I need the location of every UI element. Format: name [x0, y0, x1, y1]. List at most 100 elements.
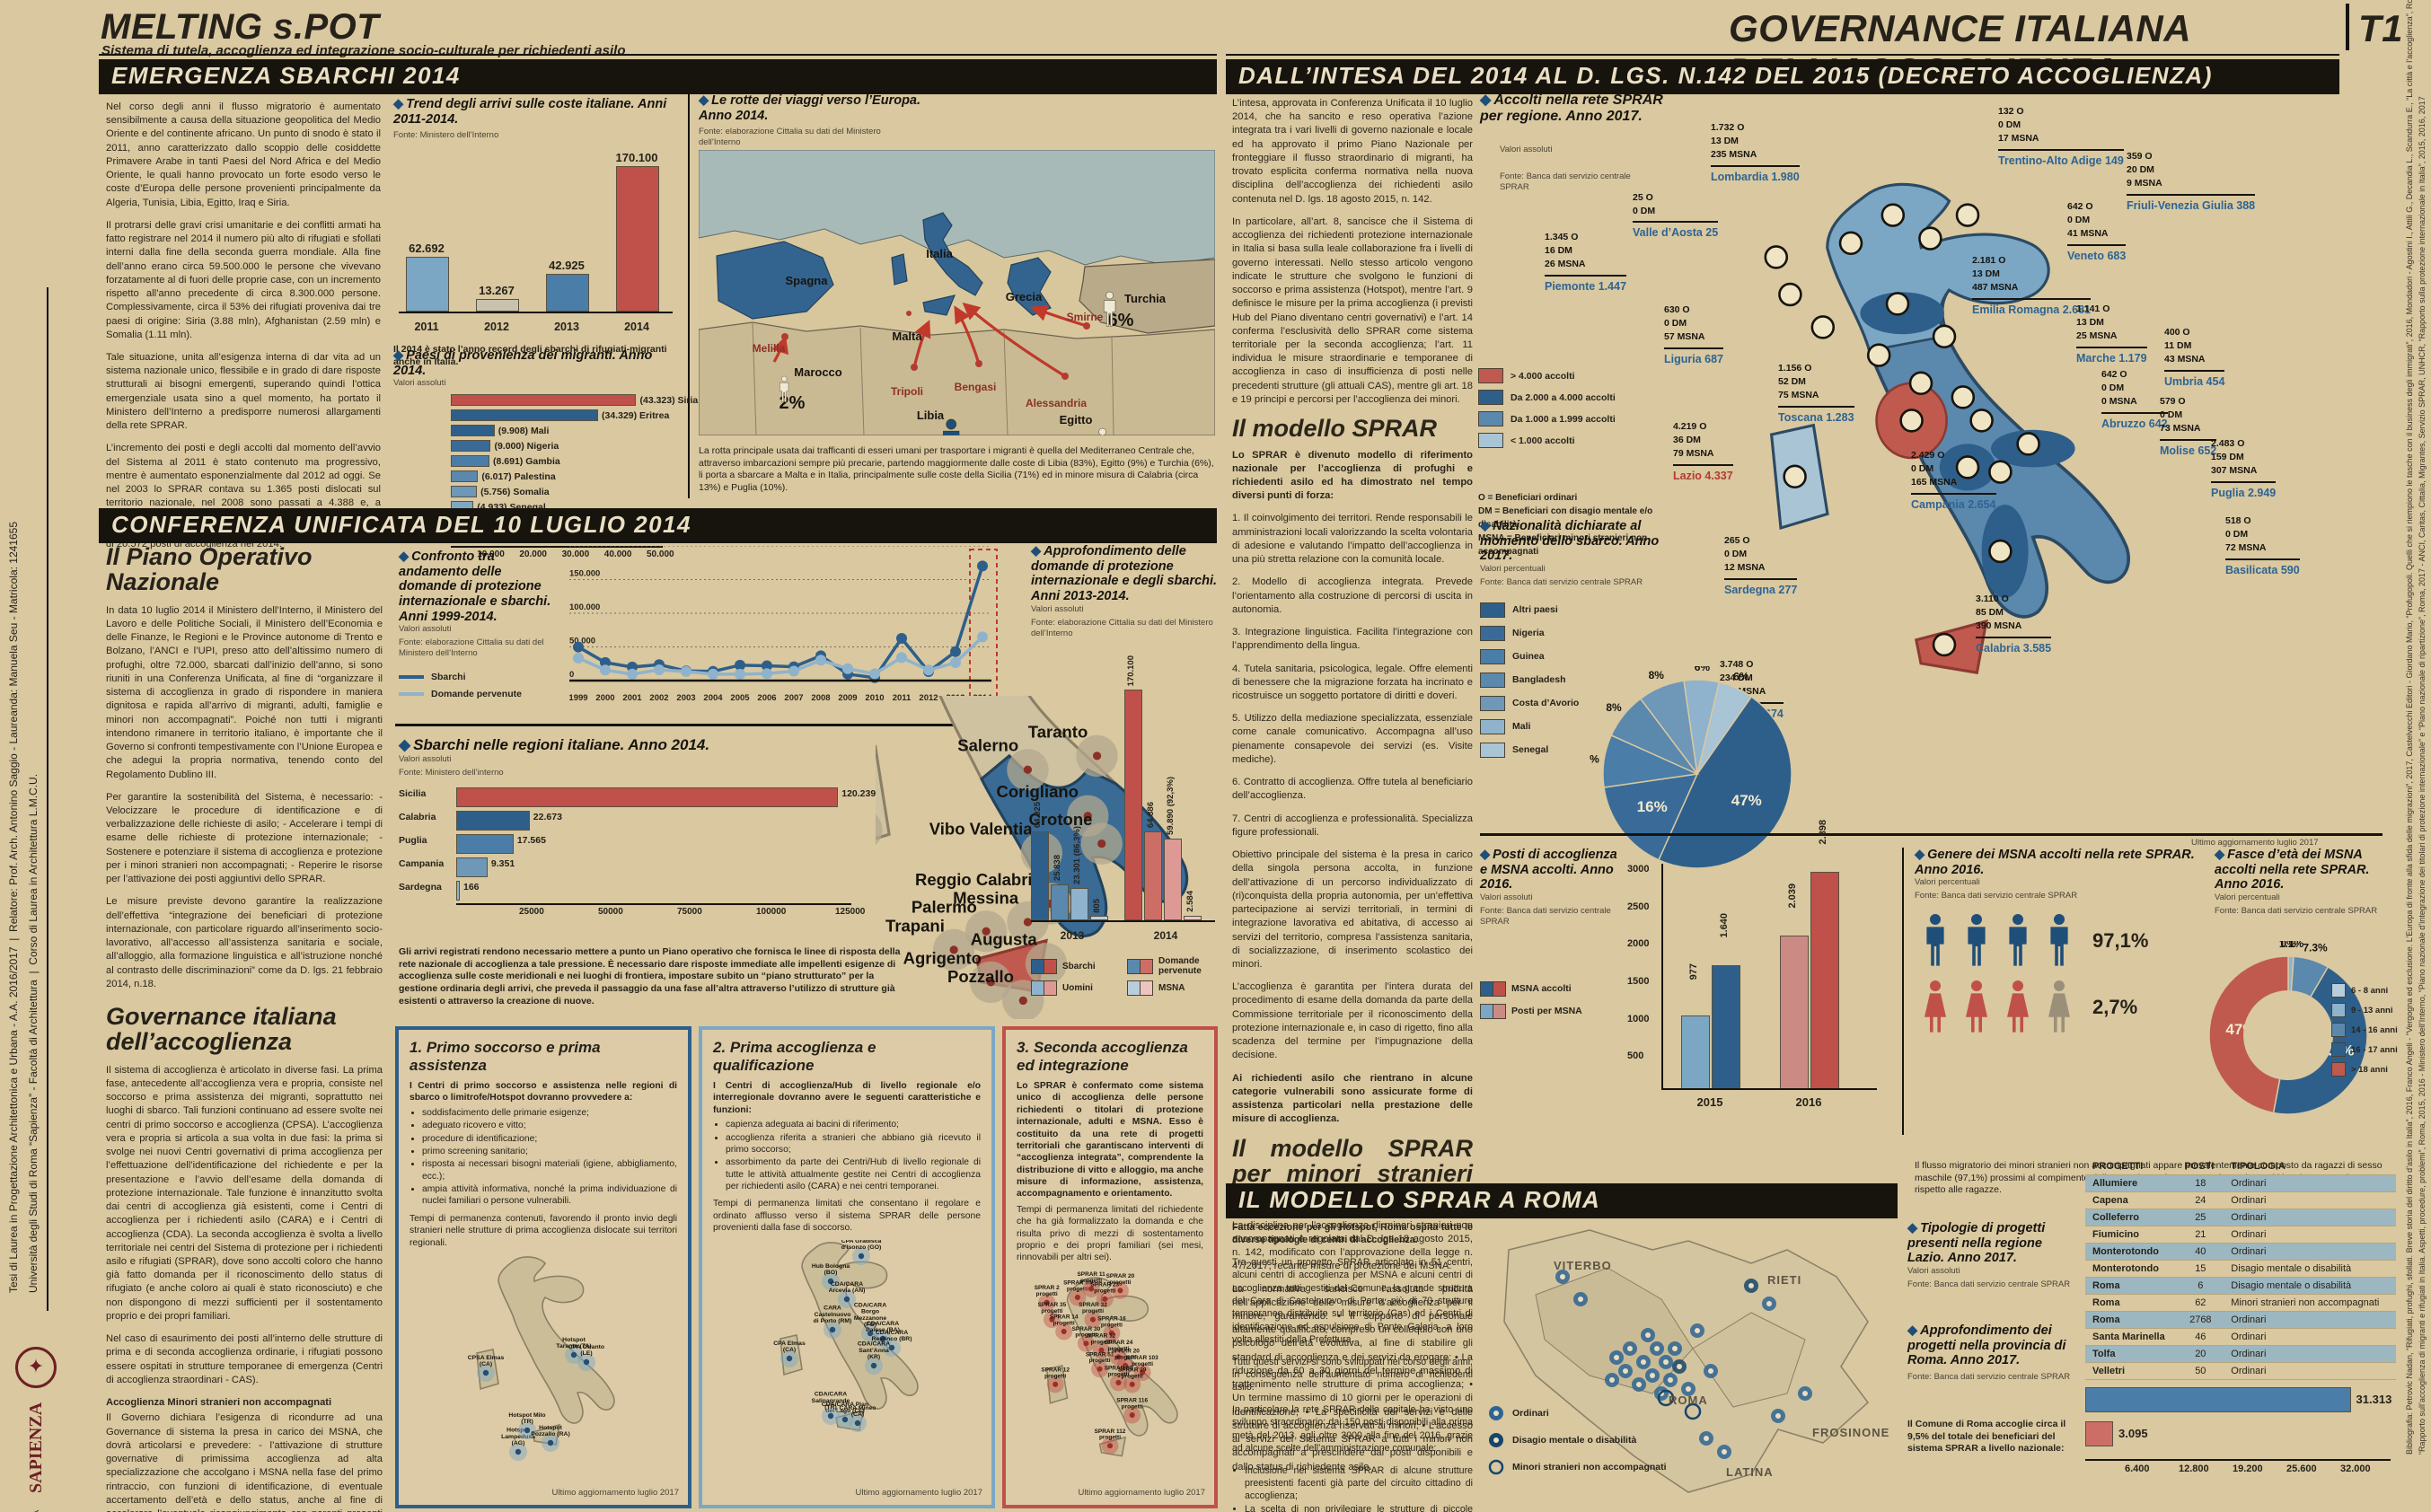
element: 12 MSNA [1724, 562, 1766, 574]
element: Crotone [1029, 810, 1093, 829]
element: Fonte: Banca dati servizio centrale SPRA… [1915, 891, 2078, 901]
element: 73 MSNA [2160, 423, 2201, 435]
element: Il protrarsi delle gravi crisi umanitari… [106, 219, 381, 340]
element: 40 [2177, 1243, 2224, 1261]
section-conferenza: CONFERENZA UNIFICATA DEL 10 LUGLIO 2014 [99, 508, 1217, 543]
axis-tick: 50000 [598, 907, 623, 918]
confronto-title-block: ◆ Confronto tra andamento delle domande d… [399, 549, 551, 706]
element: 0 MSNA [2101, 396, 2137, 408]
element: 16 DM [1545, 245, 1572, 257]
element [1695, 1328, 1700, 1333]
bar-row: (9.000) Nigeria [393, 439, 683, 454]
element [1684, 1402, 1702, 1420]
region-callout: 1.345 O 16 DM 26 MSNA Piemonte 1.447 [1545, 231, 1627, 294]
element: 2004 [703, 693, 723, 703]
element: Valori assoluti [399, 753, 452, 764]
bar-value: (9.908) Mali [498, 426, 550, 437]
element: Tra questi un progetto SPRAR articolato … [1232, 1256, 1473, 1346]
element: Uomini [1062, 983, 1093, 994]
element: progetti [1089, 1358, 1111, 1364]
element [1623, 1368, 1628, 1374]
element [1123, 1362, 1129, 1368]
element: Piemonte 1.447 [1545, 279, 1627, 293]
element: progetti [1114, 1354, 1136, 1360]
element: Abruzzo 642 [2101, 417, 2168, 430]
element: Mali [1512, 721, 1531, 733]
element: 3.748 O [1720, 659, 1754, 670]
element: 1.141 O [2076, 303, 2110, 314]
element: Ordinari [1512, 1408, 1549, 1419]
legend-item: Minori stranieri non accompagnati [1487, 1458, 1667, 1476]
map-graphic [1489, 1406, 1503, 1420]
table-row: Tolfa 20 Ordinari [2085, 1345, 2396, 1363]
legend-item: Sbarchi [1031, 956, 1122, 976]
element: Agrigento [903, 948, 982, 967]
bar-row: Sardegna 166 [399, 880, 902, 903]
element [1044, 980, 1057, 997]
bar-value: (8.691) Gambia [493, 456, 560, 468]
element [888, 1344, 895, 1350]
trend-chart: 62.692 2011 13.267 2012 42.925 2013 170.100 201… [393, 148, 683, 338]
element: Trapani [885, 916, 945, 935]
element: Friuli-Venezia Giulia 388 [2127, 198, 2256, 212]
element: Monterotondo [2085, 1260, 2178, 1278]
element [1129, 1381, 1135, 1387]
element: 21 [2177, 1226, 2224, 1244]
element: Grecia [1006, 290, 1043, 303]
box-bullet: adeguato ricovero e vitto; [422, 1120, 677, 1131]
legend-def: MSNA = Beneficiari minori stranieri non … [1478, 533, 1648, 557]
element: La normativa sancisce l’assoluta priorit… [1232, 1283, 1473, 1472]
element [1899, 409, 1924, 433]
element: 0 DM [1911, 463, 1934, 475]
element: Trend degli arrivi sulle coste italiane.… [393, 97, 667, 127]
element: Ordinari [2224, 1243, 2396, 1261]
element [1480, 718, 1505, 734]
element [1097, 839, 1106, 848]
element [762, 668, 772, 680]
element: Calabria 3.585 [1976, 641, 2052, 655]
element: Valori assoluti [399, 624, 452, 635]
element: 2001 [622, 693, 642, 703]
element: Campania 2.654 [1911, 497, 1996, 511]
table-row: Velletri 50 Ordinari [2085, 1362, 2396, 1380]
element: Bangladesh [1512, 674, 1566, 686]
element: Minori stranieri non accompagnati [2224, 1294, 2396, 1312]
region-callout: 1.156 O 52 DM 75 MSNA Toscana 1.283 [1778, 362, 1854, 426]
element [2331, 1003, 2346, 1017]
element: Mezzanone [854, 1314, 886, 1321]
element: SPRAR 51 [1086, 1351, 1114, 1358]
element: Spagna [786, 274, 829, 287]
element [1480, 672, 1505, 688]
x-axis [1031, 920, 1215, 923]
element: Restinco (BR) [872, 1336, 912, 1342]
element: Bengasi [955, 381, 997, 393]
element [577, 565, 984, 680]
bar [456, 787, 839, 808]
element [1810, 315, 1836, 339]
element: ◆ [1480, 519, 1491, 533]
element [577, 636, 984, 676]
element: 75 MSNA [1778, 390, 1819, 401]
fasce-legend: 6 - 8 anni 9 - 13 anni 14 - 16 anni 16 - 17… [2331, 983, 2414, 1082]
element: Valori assoluti [393, 378, 446, 389]
element: Ordinari [2224, 1226, 2396, 1244]
sidebar-left-thesis: Tesi di Laurea in Progettazione Architet… [7, 521, 20, 1293]
element: 265 O [1724, 535, 1750, 546]
element: (LE) [580, 1350, 592, 1357]
element: Sbarchi Domande pervenute Uomini MSNA [1031, 956, 1218, 1000]
element: 1999 [568, 693, 587, 703]
element [788, 665, 799, 677]
section-intesa: DALL’INTESA DEL 2014 AL D. LGS. N.142 DE… [1226, 59, 2339, 94]
element [827, 1278, 834, 1284]
element: 2009 [838, 693, 857, 703]
element: Posti per MSNA [1511, 1006, 1582, 1017]
legend-item: Altri paesi [1480, 602, 1597, 618]
element: CARA Mineo [840, 1404, 876, 1411]
bar-value: 13.267 [479, 283, 515, 297]
element: ◆ [399, 549, 410, 564]
element [879, 1335, 886, 1341]
element: > 4.000 accolti Da 2.000 a 4.000 accolti D… [1478, 368, 1649, 454]
element: Capena [2085, 1191, 2178, 1209]
element: Nel caso di esaurimento dei posti all’in… [106, 1333, 383, 1385]
element: Taranto [1028, 722, 1088, 741]
